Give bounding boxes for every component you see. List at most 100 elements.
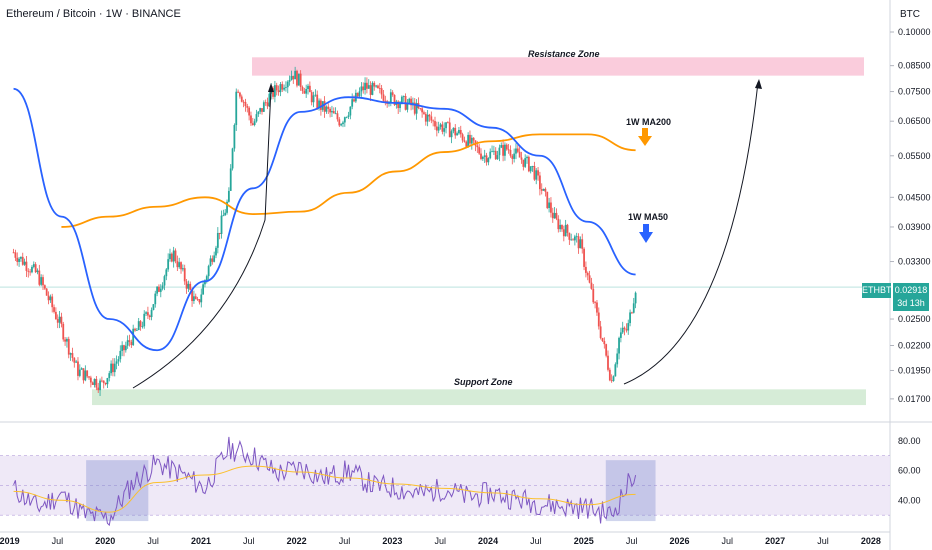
- candle-body: [472, 137, 475, 141]
- candle-body: [77, 361, 79, 376]
- candle-body: [454, 127, 457, 136]
- candle-body: [275, 85, 278, 91]
- candle-body: [522, 159, 525, 167]
- candle-body: [351, 99, 354, 107]
- support-zone: [92, 389, 866, 406]
- candle-body: [408, 98, 411, 103]
- candle-body: [318, 100, 320, 109]
- candle-body: [399, 103, 401, 109]
- candle-body: [331, 111, 333, 113]
- candle-body: [185, 281, 188, 289]
- candle-body: [193, 296, 195, 302]
- last-price: 0.02918: [894, 285, 928, 295]
- time-tick-label: 2027: [765, 536, 785, 546]
- support-zone-label: Support Zone: [454, 377, 513, 387]
- ma200-arrow-head: [638, 136, 652, 146]
- candle-body: [590, 282, 593, 289]
- time-tick-label: 2022: [287, 536, 307, 546]
- candle-body: [559, 224, 562, 230]
- candle-body: [281, 84, 284, 90]
- symbol-badge: ETHBTC: [862, 283, 898, 298]
- candle-body: [288, 79, 291, 82]
- candle-body: [211, 258, 214, 262]
- candle-body: [588, 275, 591, 283]
- time-tick-label: 2025: [574, 536, 594, 546]
- time-tick-label: 2026: [669, 536, 689, 546]
- time-tick-label: Jul: [147, 536, 159, 546]
- candle-body: [308, 85, 311, 93]
- candle-body: [507, 149, 510, 151]
- candle-body: [494, 150, 497, 160]
- candle-body: [124, 345, 127, 351]
- candle-body: [518, 151, 521, 158]
- candle-body: [428, 114, 431, 117]
- candle-body: [458, 130, 460, 134]
- candle-body: [450, 131, 453, 138]
- candle-body: [113, 363, 116, 373]
- candle-body: [290, 75, 293, 80]
- candle-body: [242, 101, 245, 103]
- candle-body: [377, 85, 379, 89]
- candle-body: [480, 153, 482, 159]
- candle-body: [115, 361, 118, 364]
- candle-body: [158, 286, 160, 292]
- candle-body: [91, 382, 94, 385]
- candle-body: [202, 284, 205, 295]
- candle-body: [619, 332, 622, 338]
- candle-body: [421, 108, 424, 113]
- candle-body: [581, 239, 584, 249]
- candle-body: [23, 261, 26, 265]
- price-tick-label: 0.07500: [898, 87, 931, 97]
- candle-body: [53, 307, 55, 312]
- candle-body: [572, 239, 574, 241]
- candle-body: [557, 218, 560, 230]
- candle-body: [174, 250, 177, 262]
- candle-body: [27, 270, 30, 272]
- candle-body: [336, 113, 339, 120]
- candle-body: [437, 126, 440, 131]
- candle-body: [200, 294, 203, 303]
- candle-body: [406, 102, 409, 110]
- candle-body: [204, 280, 206, 285]
- candle-body: [64, 339, 66, 342]
- candle-body: [299, 73, 302, 88]
- candle-body: [570, 239, 573, 241]
- candle-body: [86, 370, 89, 377]
- candle-body: [307, 85, 309, 89]
- candle-body: [345, 116, 348, 118]
- candle-body: [459, 130, 462, 135]
- candle-body: [117, 359, 120, 362]
- candle-body: [434, 121, 436, 127]
- candle-body: [196, 298, 199, 300]
- candle-body: [251, 123, 254, 125]
- candle-body: [524, 158, 527, 167]
- candle-body: [608, 369, 611, 381]
- candle-body: [467, 134, 470, 147]
- candle-body: [95, 378, 98, 388]
- candle-body: [546, 191, 549, 209]
- candle-body: [463, 140, 466, 142]
- candle-body: [461, 134, 464, 141]
- curve-2025-arrowhead: [755, 79, 762, 89]
- candle-body: [470, 137, 473, 144]
- candle-body: [226, 201, 228, 213]
- ma50-line: [13, 87, 636, 352]
- candle-body: [97, 387, 100, 391]
- candle-body: [316, 94, 319, 109]
- candle-body: [34, 264, 37, 273]
- candle-body: [93, 378, 96, 385]
- candle-body: [625, 329, 628, 331]
- candle-body: [126, 340, 129, 346]
- candle-body: [607, 355, 609, 370]
- price-tick-label: 0.02500: [898, 314, 931, 324]
- candle-body: [599, 326, 602, 338]
- candle-body: [132, 328, 135, 346]
- candle-body: [60, 316, 63, 324]
- candle-body: [561, 224, 563, 230]
- candle-body: [285, 87, 287, 89]
- candle-body: [631, 312, 633, 314]
- candle-body: [305, 88, 308, 94]
- candle-body: [272, 88, 274, 97]
- candle-body: [491, 151, 493, 153]
